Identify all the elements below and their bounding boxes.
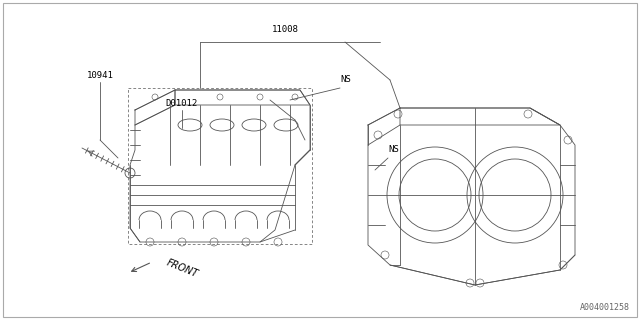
Text: 10941: 10941 xyxy=(86,70,113,79)
Text: D01012: D01012 xyxy=(166,99,198,108)
Text: 11008: 11008 xyxy=(271,26,298,35)
Text: NS: NS xyxy=(388,146,399,155)
Text: A004001258: A004001258 xyxy=(580,303,630,312)
Text: NS: NS xyxy=(340,76,351,84)
Text: FRONT: FRONT xyxy=(165,257,200,279)
